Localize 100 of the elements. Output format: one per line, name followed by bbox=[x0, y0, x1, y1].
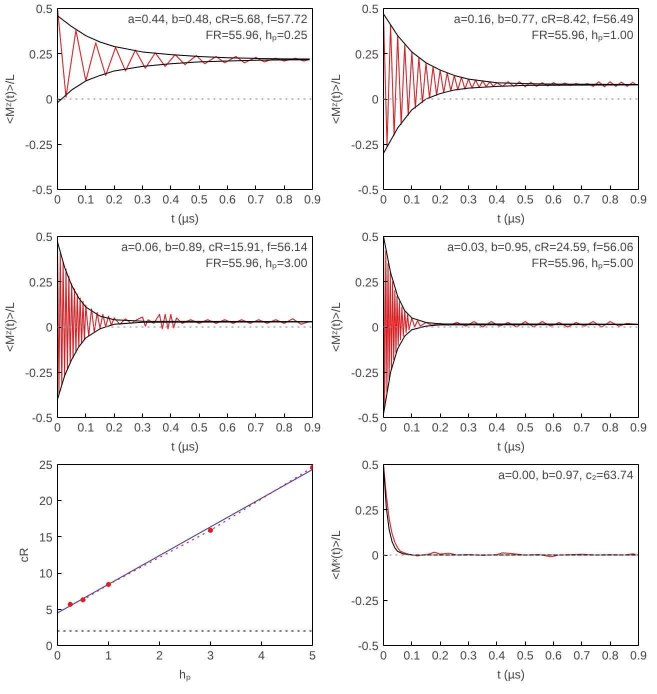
x-tick-label: 0.1 bbox=[403, 420, 420, 434]
y-tick-label: 0.25 bbox=[29, 275, 53, 290]
x-tick-label: 0.7 bbox=[247, 420, 264, 434]
x-tick-label: 0.3 bbox=[460, 192, 478, 206]
y-tick-label: 20 bbox=[39, 494, 53, 508]
x-tick-label: 0.4 bbox=[488, 192, 506, 206]
y-tick-label: 25 bbox=[39, 458, 53, 472]
y-tick-label: -0.5 bbox=[358, 183, 379, 197]
y-tick-label: -0.5 bbox=[358, 411, 379, 425]
x-tick-label: 0.2 bbox=[432, 192, 449, 206]
x-tick-label: 0.7 bbox=[247, 192, 264, 206]
y-tick-label: 0 bbox=[372, 548, 379, 562]
x-tick-label: 0.6 bbox=[545, 420, 562, 434]
x-tick-label: 0.2 bbox=[106, 420, 123, 434]
y-tick-label: 0 bbox=[372, 92, 379, 106]
x-tick-label: 0.8 bbox=[602, 192, 619, 206]
y-tick-label: 0 bbox=[372, 320, 379, 334]
x-tick-label: 0.9 bbox=[304, 192, 322, 206]
y-tick-label: -0.25 bbox=[25, 138, 53, 152]
x-tick-label: 0.1 bbox=[77, 192, 94, 206]
x-axis-title: hₚ bbox=[179, 668, 191, 682]
x-tick-label: 0.1 bbox=[403, 648, 420, 662]
x-tick-label: 0.1 bbox=[403, 192, 420, 206]
x-tick-label: 1 bbox=[105, 648, 112, 662]
x-tick-label: 0.7 bbox=[573, 192, 590, 206]
x-tick-label: 0.5 bbox=[190, 192, 208, 206]
x-tick-label: 3 bbox=[207, 648, 214, 662]
x-tick-label: 0.9 bbox=[630, 420, 648, 434]
y-tick-label: -0.25 bbox=[351, 366, 379, 380]
x-tick-label: 0.5 bbox=[516, 192, 534, 206]
y-tick-label: 5 bbox=[46, 602, 53, 617]
x-axis-title: t (µs) bbox=[497, 212, 525, 226]
y-tick-label: 0 bbox=[46, 320, 53, 334]
x-tick-label: 0.5 bbox=[516, 648, 534, 662]
x-tick-label: 0.4 bbox=[488, 648, 506, 662]
y-axis-title: <Mˣ(t)>/L bbox=[329, 530, 344, 580]
annotation: FR=55.96, hₚ=5.00 bbox=[532, 256, 634, 270]
y-tick-label: 15 bbox=[39, 530, 53, 544]
y-tick-label: 0.5 bbox=[362, 458, 379, 472]
y-tick-label: 0.5 bbox=[362, 2, 379, 16]
x-tick-label: 0.9 bbox=[304, 420, 322, 434]
x-axis-title: t (µs) bbox=[171, 440, 199, 454]
y-tick-label: 10 bbox=[39, 566, 53, 581]
y-tick-label: 0.5 bbox=[36, 230, 53, 244]
x-tick-label: 0.1 bbox=[77, 420, 94, 434]
x-tick-label: 0.2 bbox=[432, 648, 449, 662]
x-tick-label: 0.9 bbox=[630, 192, 648, 206]
x-tick-label: 0.6 bbox=[545, 648, 562, 662]
annotation: a=0.03, b=0.95, cR=24.59, f=56.06 bbox=[447, 240, 634, 254]
y-axis-title: cR bbox=[17, 547, 32, 562]
y-tick-label: 0.5 bbox=[362, 230, 379, 244]
annotation: a=0.00, b=0.97, c₂=63.74 bbox=[498, 468, 634, 482]
x-tick-label: 0.6 bbox=[545, 192, 562, 206]
x-tick-label: 0.6 bbox=[219, 420, 236, 434]
y-tick-label: 0 bbox=[46, 639, 53, 653]
x-tick-label: 0.4 bbox=[488, 420, 506, 434]
x-tick-label: 0 bbox=[380, 192, 388, 206]
y-tick-label: 0.25 bbox=[355, 503, 379, 518]
y-tick-label: 0 bbox=[46, 92, 53, 106]
x-tick-label: 0.4 bbox=[162, 420, 180, 434]
x-tick-label: 5 bbox=[309, 648, 316, 662]
x-tick-label: 0 bbox=[54, 420, 62, 434]
x-tick-label: 0 bbox=[380, 420, 388, 434]
y-axis-title: <Mᶻ(t)>/L bbox=[3, 302, 18, 352]
x-axis-title: t (µs) bbox=[497, 440, 525, 454]
x-tick-label: 0.7 bbox=[573, 648, 590, 662]
y-tick-label: -0.25 bbox=[351, 138, 379, 152]
x-tick-label: 0.7 bbox=[573, 420, 590, 434]
x-tick-label: 0.2 bbox=[432, 420, 449, 434]
x-tick-label: 0.8 bbox=[602, 420, 619, 434]
x-tick-label: 0.9 bbox=[630, 648, 648, 662]
y-axis-title: <Mᶻ(t)>/L bbox=[3, 74, 18, 124]
annotation: a=0.16, b=0.77, cR=8.42, f=56.49 bbox=[454, 12, 634, 26]
x-axis-title: t (µs) bbox=[497, 668, 525, 682]
x-tick-label: 0.3 bbox=[460, 420, 478, 434]
x-tick-label: 0.8 bbox=[602, 648, 619, 662]
x-tick-label: 0 bbox=[54, 192, 62, 206]
y-tick-label: 0.25 bbox=[29, 47, 53, 62]
annotation: FR=55.96, hₚ=0.25 bbox=[206, 28, 308, 42]
x-tick-label: 0.4 bbox=[162, 192, 180, 206]
y-tick-label: 0.25 bbox=[355, 47, 379, 62]
y-tick-label: -0.5 bbox=[358, 639, 379, 653]
x-tick-label: 0 bbox=[54, 648, 62, 662]
x-tick-label: 0.2 bbox=[106, 192, 123, 206]
x-tick-label: 4 bbox=[258, 648, 266, 662]
x-tick-label: 0 bbox=[380, 648, 388, 662]
annotation: a=0.06, b=0.89, cR=15.91, f=56.14 bbox=[121, 240, 308, 254]
annotation: FR=55.96, hₚ=1.00 bbox=[532, 28, 634, 42]
x-tick-label: 0.3 bbox=[134, 192, 152, 206]
y-tick-label: -0.5 bbox=[32, 183, 53, 197]
y-tick-label: -0.5 bbox=[32, 411, 53, 425]
annotation: a=0.44, b=0.48, cR=5.68, f=57.72 bbox=[128, 12, 308, 26]
y-tick-label: 0.5 bbox=[36, 2, 53, 16]
x-tick-label: 0.3 bbox=[134, 420, 152, 434]
annotation: FR=55.96, hₚ=3.00 bbox=[206, 256, 308, 270]
y-tick-label: -0.25 bbox=[351, 594, 379, 608]
x-tick-label: 0.5 bbox=[190, 420, 208, 434]
x-axis-title: t (µs) bbox=[171, 212, 199, 226]
x-tick-label: 0.3 bbox=[460, 648, 478, 662]
x-tick-label: 0.6 bbox=[219, 192, 236, 206]
